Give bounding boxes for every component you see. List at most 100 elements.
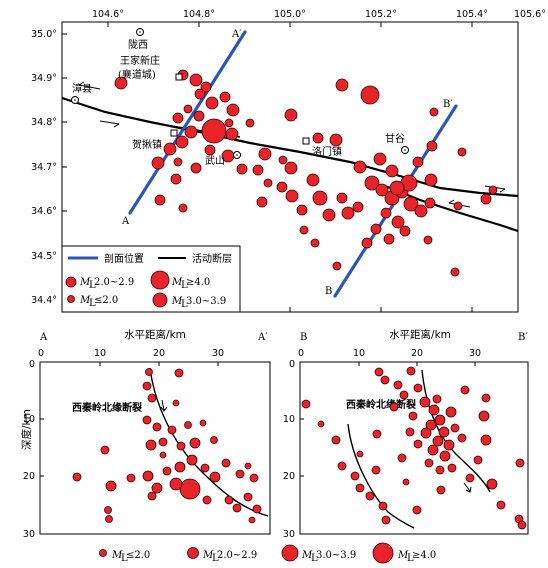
- legend-m-prefix: M: [171, 296, 183, 307]
- profile-b-panel: B B′ 水平距离/km 0 10 20 30 0 10 20 30 西秦岭北缘…: [283, 328, 529, 540]
- lat-tick-label: 34.4°: [31, 295, 57, 306]
- profile-b-x-tick: 30: [469, 348, 481, 359]
- profile-b-label: B: [325, 286, 332, 297]
- profile-b-right-end: B′: [518, 332, 528, 343]
- lon-tick-label: 105.2°: [365, 9, 397, 20]
- bottom-legend-m-prefix: M: [111, 550, 123, 561]
- lat-tick-label: 34.9°: [31, 73, 57, 84]
- profile-a-y-tick: 0: [29, 359, 35, 370]
- legend-m-sub: L: [89, 298, 96, 309]
- lon-tick-label: 104.6°: [92, 9, 124, 20]
- place-label-wushan: 武山: [205, 154, 225, 167]
- legend-m-sub: L: [181, 299, 188, 310]
- bottom-legend-marker-m3-4: [281, 544, 299, 562]
- profile-a-panel: A A′ 水平距离/km 0 10 20 30 0 10 20 30 西秦岭北缘…: [23, 328, 271, 540]
- profile-a-label: A: [121, 216, 130, 227]
- place-label-gangu: 甘谷: [385, 132, 405, 145]
- bottom-legend: M L ≤2.0 M L 2.0~2.9 M L 3.0~3.9 M L ≥4.…: [99, 542, 436, 564]
- profile-b-xlabel: 水平距离/km: [389, 328, 451, 341]
- place-label-longxi: 陇西: [128, 38, 148, 51]
- town-marker: [170, 129, 178, 137]
- legend-m-prefix: M: [79, 295, 91, 306]
- legend-m4-label: ≥4.0: [186, 277, 210, 288]
- bottom-legend-m4-label: ≥4.0: [412, 550, 436, 561]
- bottom-legend-m-sub: L: [212, 553, 219, 564]
- place-label-zhangxian: 漳县: [72, 82, 92, 95]
- profile-a-y-tick: 20: [23, 471, 35, 482]
- lon-tick-label: 104.8°: [183, 9, 215, 20]
- bottom-legend-m-sub: L: [121, 553, 128, 564]
- profile-a-x-tick: 10: [94, 348, 106, 359]
- profile-b-left-end: B: [300, 332, 307, 343]
- profile-b-y-tick: 20: [283, 471, 295, 482]
- legend-m-sub: L: [181, 280, 188, 291]
- place-label-heshizhen: 贺揪镇: [132, 138, 162, 151]
- legend-marker-m4: [150, 270, 170, 290]
- fault-branch-east: [384, 184, 519, 233]
- place-label-luomenzhen: 洛门镇: [312, 145, 342, 158]
- profile-a-earthquakes: [72, 368, 262, 524]
- place-label-xiangdaocheng: (襄道城): [118, 68, 156, 81]
- legend-m2-3-label: 2.0~2.9: [94, 277, 134, 288]
- lat-tick-label: 34.6°: [31, 206, 57, 217]
- legend-fault-label: 活动断层: [192, 252, 232, 265]
- lon-tick-label: 105.0°: [274, 9, 306, 20]
- legend-m-prefix: M: [171, 277, 183, 288]
- y-axis-label: 深度/km: [20, 409, 33, 450]
- profile-a-fault-label: 西秦岭北缘断裂: [72, 401, 142, 414]
- legend-m-sub: L: [89, 280, 96, 291]
- profile-a-y-tick: 30: [23, 529, 35, 540]
- lon-tick-label: 105.4°: [456, 9, 488, 20]
- profile-a-x-tick: 0: [38, 348, 44, 359]
- lon-tick-label: 105.6°: [514, 9, 546, 20]
- bottom-legend-m-prefix: M: [301, 550, 313, 561]
- profile-a-prime-label: A′: [231, 29, 242, 40]
- profile-line-a: [128, 30, 247, 215]
- bottom-legend-marker-m4: [372, 542, 394, 564]
- slip-arrows: [78, 81, 506, 208]
- profile-b-frame: [299, 361, 529, 535]
- place-label-wangjiaxinzhuang: 王家新庄: [120, 54, 160, 67]
- legend-marker-m2-3: [65, 276, 77, 288]
- lat-tick-label: 35.0°: [31, 29, 57, 40]
- bottom-legend-marker-m2-3: [187, 547, 199, 559]
- profile-a-left-end: A: [39, 332, 48, 343]
- town-marker: [302, 137, 310, 145]
- town-marker: [175, 73, 183, 81]
- bottom-legend-m-sub: L: [311, 553, 318, 564]
- profile-b-x-tick: 0: [298, 348, 304, 359]
- bottom-legend-m-prefix: M: [397, 550, 409, 561]
- profile-b-earthquakes: [301, 366, 527, 530]
- lat-tick-label: 34.8°: [31, 117, 57, 128]
- profile-a-fault-trace: [149, 367, 269, 517]
- legend-profile-label: 剖面位置: [104, 252, 144, 265]
- profile-a-xlabel: 水平距离/km: [124, 328, 186, 341]
- profile-a-x-tick: 20: [153, 348, 165, 359]
- profile-a-x-tick: 30: [212, 348, 224, 359]
- lat-tick-label: 34.7°: [31, 162, 57, 173]
- lat-tick-label: 34.5°: [31, 251, 57, 262]
- legend-marker-m3-4: [152, 292, 168, 308]
- profile-b-prime-label: B′: [443, 99, 453, 110]
- lon-axis: 104.6° 104.8° 105.0° 105.2° 105.4° 105.6…: [92, 9, 546, 312]
- bottom-legend-m3-4-label: 3.0~3.9: [316, 550, 356, 561]
- map-earthquakes: [114, 69, 498, 277]
- profile-a-y-tick: 10: [23, 414, 35, 425]
- bottom-legend-m-prefix: M: [202, 550, 214, 561]
- profile-b-x-tick: 10: [353, 348, 365, 359]
- legend-m-prefix: M: [79, 277, 91, 288]
- profile-b-fault-label: 西秦岭北缘断裂: [346, 398, 416, 411]
- profile-a-right-end: A′: [257, 332, 268, 343]
- legend-m3-4-label: 3.0~3.9: [186, 296, 226, 307]
- place-markers: [71, 28, 409, 159]
- map-legend: 剖面位置 活动断层 M L 2.0~2.9 M L ≥4.0 M L ≤2.0 …: [61, 245, 241, 313]
- legend-m2-label: ≤2.0: [94, 295, 118, 306]
- bottom-legend-m2-3-label: 2.0~2.9: [217, 550, 257, 561]
- profile-b-fault-trace-west: [347, 423, 415, 529]
- profile-b-y-tick: 30: [283, 529, 295, 540]
- map-panel: 104.6° 104.8° 105.0° 105.2° 105.4° 105.6…: [31, 9, 546, 313]
- profile-b-y-tick: 10: [283, 414, 295, 425]
- bottom-legend-m-sub: L: [407, 553, 414, 564]
- legend-marker-m2: [67, 295, 75, 303]
